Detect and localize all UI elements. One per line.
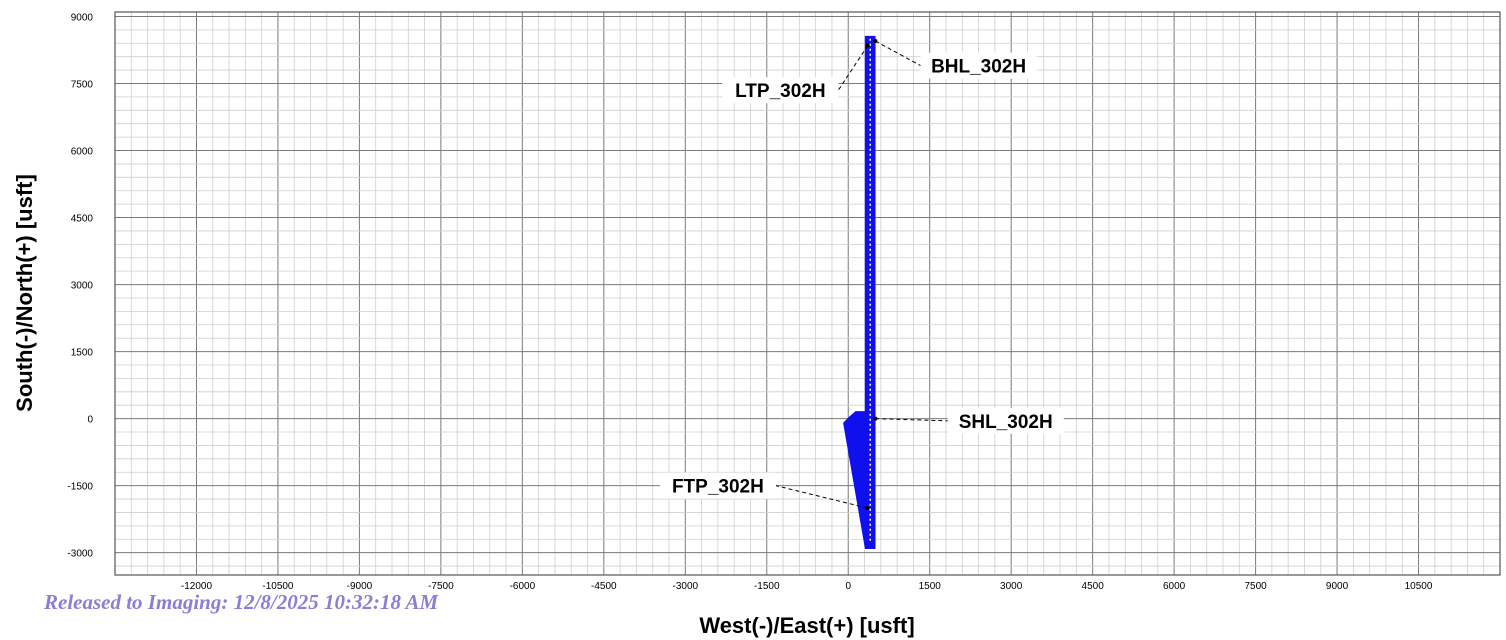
well-path [843,35,876,549]
x-tick-labels: -12000 -10500 -9000 -7500 -6000 -4500 -3000 -15… [181,581,1433,592]
x-tick-label: 3000 [1000,581,1023,592]
x-tick-label: -1500 [754,581,780,592]
y-tick-label: 0 [87,415,93,426]
annotation-marker [873,39,878,44]
x-tick-label: -9000 [347,581,373,592]
well-annotations: BHL_302H LTP_302H SHL_302H FTP_302H [659,39,1064,510]
x-tick-label: -10500 [262,581,294,592]
x-tick-label: -6000 [510,581,536,592]
annotation-label-box [659,472,776,499]
x-tick-label: 1500 [919,581,942,592]
release-stamp: Released to Imaging: 12/8/2025 10:32:18 … [44,590,439,614]
y-tick-label: -1500 [67,482,93,493]
x-tick-label: -3000 [673,581,699,592]
annotation-label: BHL_302H [931,57,1026,78]
x-tick-label: 4500 [1082,581,1105,592]
annotation-label-box [920,52,1037,79]
y-tick-label: 3000 [71,281,94,292]
x-tick-label: 0 [845,581,851,592]
annotation-label: FTP_302H [672,477,764,498]
annotation-leader [775,485,868,509]
grid [114,12,1501,575]
y-tick-label: 9000 [71,12,94,23]
annotation-label-box [947,407,1064,434]
y-tick-label: 4500 [71,214,94,225]
annotation-label: LTP_302H [735,81,825,102]
x-tick-label: -4500 [591,581,617,592]
plot-frame [114,11,1501,576]
annotation-leader [837,45,869,91]
annotation-marker [865,43,870,48]
x-tick-label: 6000 [1163,581,1186,592]
annotation-label-box [722,77,839,104]
x-tick-label: 7500 [1244,581,1267,592]
y-tick-label: 6000 [71,147,94,158]
annotation-label: SHL_302H [959,412,1053,433]
well-trajectory [843,35,876,549]
annotation-leader [875,418,948,422]
x-axis-title: West(-)/East(+) [usft] [699,613,914,638]
y-tick-label: 1500 [71,348,94,359]
y-axis-title: South(-)/North(+) [usft] [12,174,37,412]
y-tick-labels: 9000 7500 6000 4500 3000 1500 0 -1500 -3000 [67,12,93,559]
y-tick-label: -3000 [67,549,93,560]
x-tick-label: 9000 [1326,581,1349,592]
annotation-marker [865,505,870,510]
y-tick-label: 7500 [71,79,94,90]
x-tick-label: -7500 [428,581,454,592]
x-tick-label: 10500 [1405,581,1433,592]
x-tick-label: -12000 [181,581,213,592]
annotation-marker [873,416,878,421]
annotation-leader [875,40,921,67]
